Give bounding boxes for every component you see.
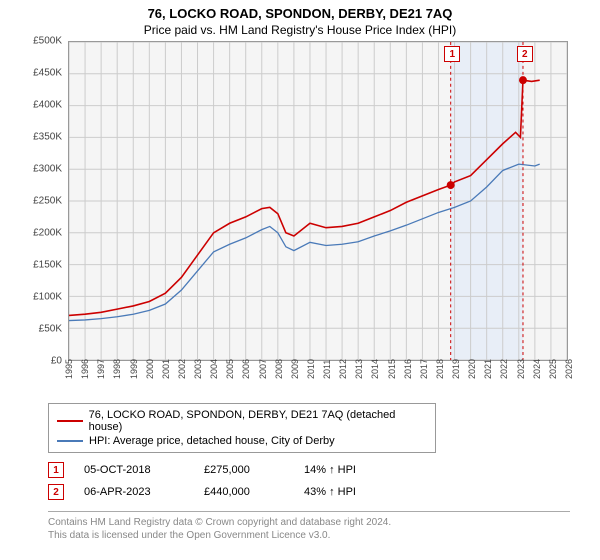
y-tick-label: £0 <box>20 356 62 367</box>
x-tick-label: 2024 <box>532 359 542 379</box>
y-axis: £0 £50K £100K £150K £200K £250K £300K £350K £400… <box>20 41 62 381</box>
y-tick-label: £400K <box>20 100 62 111</box>
chart-subtitle: Price paid vs. HM Land Registry's House … <box>0 21 600 41</box>
marker-date-1: 05-OCT-2018 <box>84 464 184 476</box>
x-tick-label: 2014 <box>370 359 380 379</box>
x-tick-label: 2004 <box>209 359 219 379</box>
x-tick-label: 2010 <box>306 359 316 379</box>
footer: Contains HM Land Registry data © Crown c… <box>48 511 570 542</box>
x-tick-label: 2026 <box>564 359 574 379</box>
x-tick-label: 2019 <box>451 359 461 379</box>
marker-row-2: 2 06-APR-2023 £440,000 43% ↑ HPI <box>48 481 570 503</box>
legend-label-hpi: HPI: Average price, detached house, City… <box>89 435 335 447</box>
legend-swatch-property <box>57 420 83 422</box>
x-axis: 1995199619971998199920002001200220032004… <box>68 361 568 381</box>
legend-swatch-hpi <box>57 440 83 442</box>
plot-area: 12 <box>68 41 568 361</box>
plot-svg <box>69 42 567 360</box>
x-tick-label: 2023 <box>516 359 526 379</box>
y-tick-label: £200K <box>20 228 62 239</box>
marker-price-1: £275,000 <box>204 464 284 476</box>
x-tick-label: 2013 <box>354 359 364 379</box>
y-tick-label: £100K <box>20 292 62 303</box>
x-tick-label: 2000 <box>145 359 155 379</box>
marker-price-2: £440,000 <box>204 486 284 498</box>
y-tick-label: £250K <box>20 196 62 207</box>
x-tick-label: 2022 <box>499 359 509 379</box>
x-tick-label: 2011 <box>322 360 332 379</box>
plot-marker-label: 1 <box>444 46 460 62</box>
legend-row-hpi: HPI: Average price, detached house, City… <box>57 434 427 448</box>
plot-marker-label: 2 <box>517 46 533 62</box>
y-tick-label: £350K <box>20 132 62 143</box>
x-tick-label: 1996 <box>80 359 90 379</box>
x-tick-label: 2001 <box>161 359 171 379</box>
x-tick-label: 2005 <box>225 359 235 379</box>
marker-row-1: 1 05-OCT-2018 £275,000 14% ↑ HPI <box>48 459 570 481</box>
marker-badge-1: 1 <box>48 462 64 478</box>
x-tick-label: 1995 <box>64 359 74 379</box>
x-tick-label: 2025 <box>548 359 558 379</box>
x-tick-label: 2009 <box>290 359 300 379</box>
chart-area: £0 £50K £100K £150K £200K £250K £300K £350K £400… <box>20 41 580 381</box>
x-tick-label: 2015 <box>387 359 397 379</box>
y-tick-label: £300K <box>20 164 62 175</box>
x-tick-label: 2021 <box>483 359 493 379</box>
x-tick-label: 1998 <box>112 359 122 379</box>
marker-date-2: 06-APR-2023 <box>84 486 184 498</box>
legend: 76, LOCKO ROAD, SPONDON, DERBY, DE21 7AQ… <box>48 403 436 453</box>
x-tick-label: 2008 <box>274 359 284 379</box>
footer-line-2: This data is licensed under the Open Gov… <box>48 529 570 542</box>
marker-pct-2: 43% ↑ HPI <box>304 486 384 498</box>
x-tick-label: 2007 <box>258 359 268 379</box>
chart-title: 76, LOCKO ROAD, SPONDON, DERBY, DE21 7AQ <box>0 0 600 21</box>
x-tick-label: 2006 <box>241 359 251 379</box>
footer-line-1: Contains HM Land Registry data © Crown c… <box>48 516 570 529</box>
y-tick-label: £50K <box>20 324 62 335</box>
y-tick-label: £500K <box>20 36 62 47</box>
legend-row-property: 76, LOCKO ROAD, SPONDON, DERBY, DE21 7AQ… <box>57 408 427 434</box>
x-tick-label: 1997 <box>96 359 106 379</box>
y-tick-label: £150K <box>20 260 62 271</box>
marker-table: 1 05-OCT-2018 £275,000 14% ↑ HPI 2 06-AP… <box>48 459 570 503</box>
x-tick-label: 2002 <box>177 359 187 379</box>
x-tick-label: 2018 <box>435 359 445 379</box>
x-tick-label: 1999 <box>129 359 139 379</box>
x-tick-label: 2003 <box>193 359 203 379</box>
legend-label-property: 76, LOCKO ROAD, SPONDON, DERBY, DE21 7AQ… <box>89 409 427 433</box>
x-tick-label: 2016 <box>403 359 413 379</box>
x-tick-label: 2017 <box>419 359 429 379</box>
marker-pct-1: 14% ↑ HPI <box>304 464 384 476</box>
marker-badge-2: 2 <box>48 484 64 500</box>
y-tick-label: £450K <box>20 68 62 79</box>
x-tick-label: 2012 <box>338 359 348 379</box>
x-tick-label: 2020 <box>467 359 477 379</box>
